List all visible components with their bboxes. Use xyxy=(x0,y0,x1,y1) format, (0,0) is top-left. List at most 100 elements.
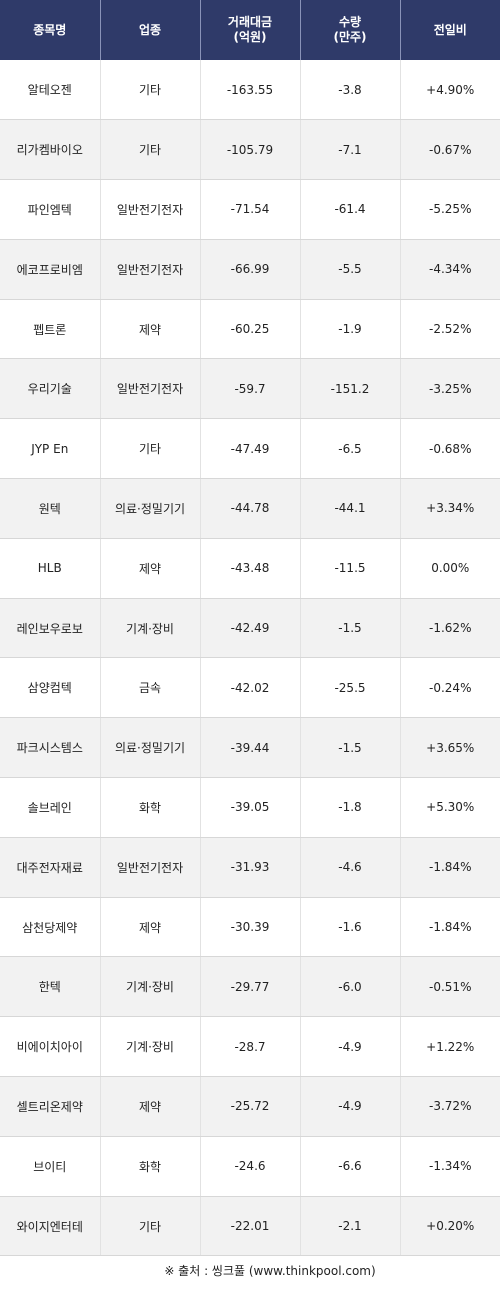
price-change: -1.84% xyxy=(400,837,500,898)
table-row[interactable]: 솔브레인 화학 -39.05 -1.8 +5.30% xyxy=(0,777,500,838)
stock-name: 삼천당제약 xyxy=(0,897,101,958)
trade-volume: -5.5 xyxy=(300,239,401,300)
table-row[interactable]: 펩트론 제약 -60.25 -1.9 -2.52% xyxy=(0,299,500,360)
table-row[interactable]: 파크시스템스 의료·정밀기기 -39.44 -1.5 +3.65% xyxy=(0,717,500,779)
stock-name: 레인보우로보 xyxy=(0,598,101,659)
trade-volume: -44.1 xyxy=(300,478,401,539)
table-row[interactable]: 우리기술 일반전기전자 -59.7 -151.2 -3.25% xyxy=(0,358,500,420)
trade-amount: -25.72 xyxy=(200,1076,301,1137)
stock-sector: 의료·정밀기기 xyxy=(100,478,201,539)
stock-name: 와이지엔터테 xyxy=(0,1196,101,1257)
trade-amount: -24.6 xyxy=(200,1136,301,1197)
stock-sector: 일반전기전자 xyxy=(100,239,201,300)
stock-name: 비에이치아이 xyxy=(0,1016,101,1078)
stock-sector: 기타 xyxy=(100,418,201,480)
trade-volume: -61.4 xyxy=(300,179,401,240)
trade-volume: -1.5 xyxy=(300,598,401,659)
stock-name: 원텍 xyxy=(0,478,101,539)
price-change: +5.30% xyxy=(400,777,500,838)
header-name[interactable]: 종목명 xyxy=(0,0,101,60)
header-volume[interactable]: 수량 (만주) xyxy=(300,0,401,60)
table-row[interactable]: 비에이치아이 기계·장비 -28.7 -4.9 +1.22% xyxy=(0,1016,500,1078)
trade-amount: -163.55 xyxy=(200,60,301,121)
table-row[interactable]: 리가켐바이오 기타 -105.79 -7.1 -0.67% xyxy=(0,119,500,181)
stock-sector: 제약 xyxy=(100,299,201,360)
trade-amount: -39.05 xyxy=(200,777,301,838)
trade-amount: -30.39 xyxy=(200,897,301,958)
price-change: -1.34% xyxy=(400,1136,500,1197)
stock-name: 파인엠텍 xyxy=(0,179,101,240)
header-change[interactable]: 전일비 xyxy=(400,0,500,60)
header-volume-line2: (만주) xyxy=(333,30,367,44)
table-row[interactable]: 파인엠텍 일반전기전자 -71.54 -61.4 -5.25% xyxy=(0,179,500,240)
trade-volume: -4.6 xyxy=(300,837,401,898)
trade-amount: -71.54 xyxy=(200,179,301,240)
table-header: 종목명 업종 거래대금 (억원) 수량 (만주) 전일비 xyxy=(0,0,500,60)
trade-amount: -42.02 xyxy=(200,657,301,719)
table-row[interactable]: 알테오젠 기타 -163.55 -3.8 +4.90% xyxy=(0,60,500,121)
trade-volume: -4.9 xyxy=(300,1076,401,1137)
header-amount[interactable]: 거래대금 (억원) xyxy=(200,0,301,60)
price-change: -3.25% xyxy=(400,358,500,420)
price-change: -0.68% xyxy=(400,418,500,480)
header-sector[interactable]: 업종 xyxy=(100,0,201,60)
stock-name: 삼양컴텍 xyxy=(0,657,101,719)
table-row[interactable]: 와이지엔터테 기타 -22.01 -2.1 +0.20% xyxy=(0,1196,500,1257)
table-row[interactable]: 삼양컴텍 금속 -42.02 -25.5 -0.24% xyxy=(0,657,500,719)
header-amount-line2: (억원) xyxy=(233,30,267,44)
price-change: -2.52% xyxy=(400,299,500,360)
stock-name: JYP En xyxy=(0,418,101,480)
trade-volume: -1.6 xyxy=(300,897,401,958)
stock-sector: 화학 xyxy=(100,777,201,838)
stock-sector: 일반전기전자 xyxy=(100,179,201,240)
trade-amount: -60.25 xyxy=(200,299,301,360)
table-row[interactable]: 레인보우로보 기계·장비 -42.49 -1.5 -1.62% xyxy=(0,598,500,659)
trade-amount: -42.49 xyxy=(200,598,301,659)
header-amount-line1: 거래대금 xyxy=(227,15,273,29)
table-row[interactable]: 삼천당제약 제약 -30.39 -1.6 -1.84% xyxy=(0,897,500,958)
stock-sector: 의료·정밀기기 xyxy=(100,717,201,779)
trade-amount: -28.7 xyxy=(200,1016,301,1078)
stock-name: 에코프로비엠 xyxy=(0,239,101,300)
stock-sector: 기계·장비 xyxy=(100,956,201,1018)
stock-name: 브이티 xyxy=(0,1136,101,1197)
stock-name: 리가켐바이오 xyxy=(0,119,101,181)
table-row[interactable]: 원텍 의료·정밀기기 -44.78 -44.1 +3.34% xyxy=(0,478,500,539)
table-row[interactable]: JYP En 기타 -47.49 -6.5 -0.68% xyxy=(0,418,500,480)
trade-amount: -47.49 xyxy=(200,418,301,480)
table-row[interactable]: 대주전자재료 일반전기전자 -31.93 -4.6 -1.84% xyxy=(0,837,500,898)
stock-name: 대주전자재료 xyxy=(0,837,101,898)
price-change: +0.20% xyxy=(400,1196,500,1257)
price-change: -1.62% xyxy=(400,598,500,659)
stock-sector: 제약 xyxy=(100,1076,201,1137)
trade-volume: -2.1 xyxy=(300,1196,401,1257)
table-row[interactable]: 브이티 화학 -24.6 -6.6 -1.34% xyxy=(0,1136,500,1197)
trade-volume: -6.0 xyxy=(300,956,401,1018)
price-change: -4.34% xyxy=(400,239,500,300)
stock-name: 우리기술 xyxy=(0,358,101,420)
stock-sector: 제약 xyxy=(100,897,201,958)
table-row[interactable]: 한텍 기계·장비 -29.77 -6.0 -0.51% xyxy=(0,956,500,1018)
stock-name: HLB xyxy=(0,538,101,599)
stock-sector: 일반전기전자 xyxy=(100,837,201,898)
header-volume-line1: 수량 xyxy=(338,15,362,29)
table-row[interactable]: 셀트리온제약 제약 -25.72 -4.9 -3.72% xyxy=(0,1076,500,1137)
trade-volume: -151.2 xyxy=(300,358,401,420)
table-row[interactable]: HLB 제약 -43.48 -11.5 0.00% xyxy=(0,538,500,599)
table-row[interactable]: 에코프로비엠 일반전기전자 -66.99 -5.5 -4.34% xyxy=(0,239,500,300)
stock-sector: 기타 xyxy=(100,1196,201,1257)
trade-volume: -6.6 xyxy=(300,1136,401,1197)
trade-amount: -59.7 xyxy=(200,358,301,420)
trade-amount: -22.01 xyxy=(200,1196,301,1257)
price-change: -3.72% xyxy=(400,1076,500,1137)
stock-table: 종목명 업종 거래대금 (억원) 수량 (만주) 전일비 알테오젠 기타 -163.… xyxy=(0,0,500,1257)
price-change: -1.84% xyxy=(400,897,500,958)
stock-name: 한텍 xyxy=(0,956,101,1018)
trade-volume: -1.9 xyxy=(300,299,401,360)
trade-amount: -66.99 xyxy=(200,239,301,300)
stock-sector: 기계·장비 xyxy=(100,1016,201,1078)
price-change: -0.24% xyxy=(400,657,500,719)
stock-sector: 기타 xyxy=(100,119,201,181)
trade-amount: -43.48 xyxy=(200,538,301,599)
